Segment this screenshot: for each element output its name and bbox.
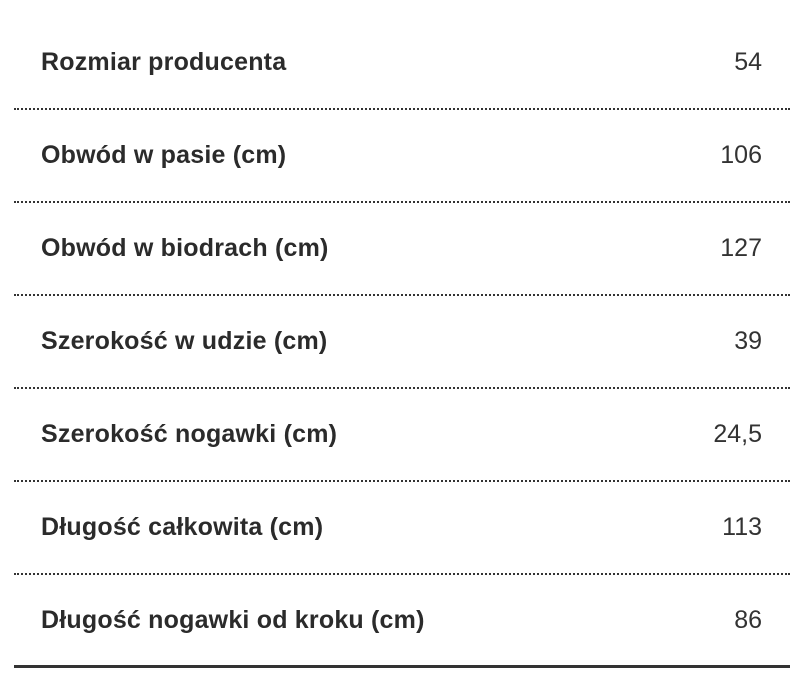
size-table: Rozmiar producenta 54 Obwód w pasie (cm) 1…	[14, 16, 790, 668]
row-label: Szerokość nogawki (cm)	[41, 420, 338, 448]
table-row: Długość całkowita (cm) 113	[14, 482, 790, 575]
table-row: Szerokość w udzie (cm) 39	[14, 296, 790, 389]
table-row: Rozmiar producenta 54	[14, 16, 790, 110]
row-value: 113	[722, 513, 762, 541]
table-row: Szerokość nogawki (cm) 24,5	[14, 389, 790, 482]
row-value: 24,5	[713, 420, 762, 448]
row-value: 106	[720, 141, 762, 169]
row-value: 39	[734, 327, 762, 355]
row-label: Długość nogawki od kroku (cm)	[41, 605, 425, 634]
row-label: Rozmiar producenta	[41, 47, 287, 76]
row-value: 54	[734, 47, 762, 76]
row-label: Obwód w biodrach (cm)	[41, 234, 329, 262]
table-row: Długość nogawki od kroku (cm) 86	[14, 575, 790, 668]
row-label: Szerokość w udzie (cm)	[41, 327, 328, 355]
table-row: Obwód w biodrach (cm) 127	[14, 203, 790, 296]
row-label: Długość całkowita (cm)	[41, 513, 324, 541]
table-row: Obwód w pasie (cm) 106	[14, 110, 790, 203]
row-value: 127	[720, 234, 762, 262]
row-label: Obwód w pasie (cm)	[41, 141, 287, 169]
row-value: 86	[734, 605, 762, 634]
